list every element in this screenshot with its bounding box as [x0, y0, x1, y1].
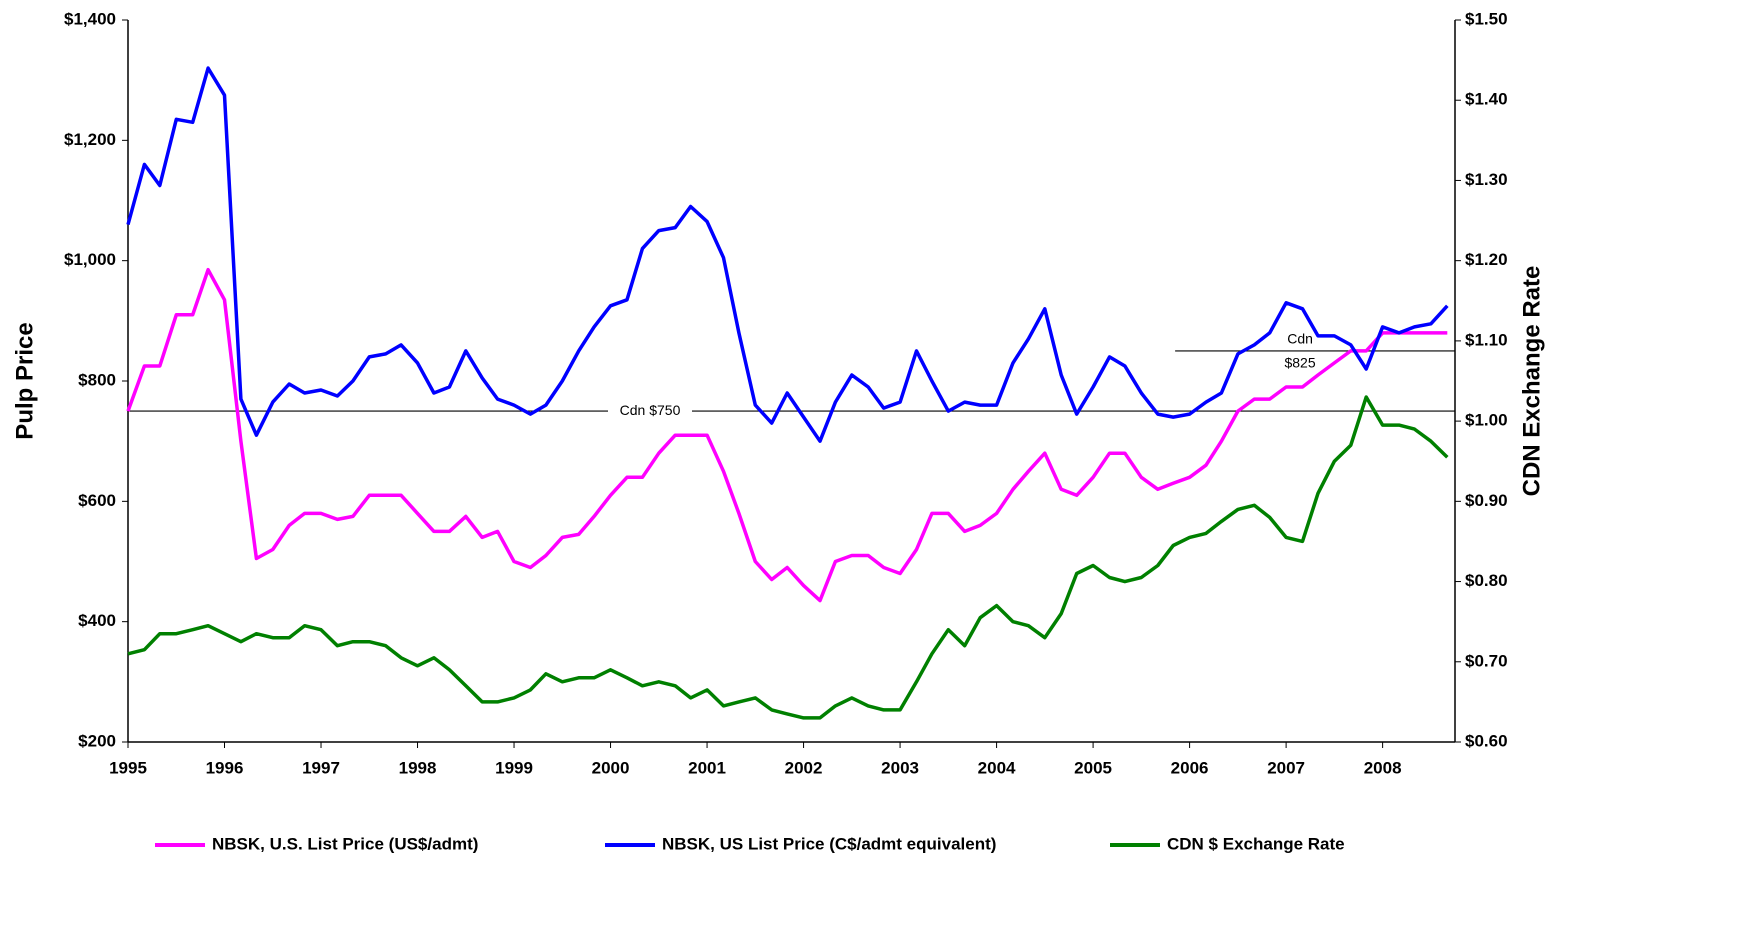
- y2-tick-label: $1.50: [1465, 9, 1508, 28]
- x-tick-label: 1997: [302, 758, 340, 777]
- y-tick-label: $400: [78, 611, 116, 630]
- x-tick-label: 2008: [1364, 758, 1402, 777]
- x-tick-label: 2007: [1267, 758, 1305, 777]
- y-tick-label: $1,400: [64, 9, 116, 28]
- x-tick-label: 2002: [785, 758, 823, 777]
- y2-tick-label: $0.80: [1465, 571, 1508, 590]
- x-tick-label: 1996: [206, 758, 244, 777]
- y2-tick-label: $1.40: [1465, 90, 1508, 109]
- x-tick-label: 1999: [495, 758, 533, 777]
- label-background: [608, 401, 692, 422]
- x-tick-label: 1995: [109, 758, 147, 777]
- y2-axis-title: CDN Exchange Rate: [1518, 266, 1545, 497]
- x-tick-label: 2003: [881, 758, 919, 777]
- y2-tick-label: $1.20: [1465, 250, 1508, 269]
- legend-label: NBSK, U.S. List Price (US$/admt): [212, 834, 478, 853]
- x-tick-label: 2005: [1074, 758, 1112, 777]
- y2-tick-label: $0.90: [1465, 491, 1508, 510]
- y2-tick-label: $1.30: [1465, 170, 1508, 189]
- y2-tick-label: $1.00: [1465, 411, 1508, 430]
- legend-label: CDN $ Exchange Rate: [1167, 834, 1345, 853]
- y2-tick-label: $0.60: [1465, 731, 1508, 750]
- y-tick-label: $1,200: [64, 130, 116, 149]
- y-tick-label: $200: [78, 731, 116, 750]
- y2-tick-label: $1.10: [1465, 330, 1508, 349]
- y-tick-label: $600: [78, 491, 116, 510]
- x-tick-label: 2000: [592, 758, 630, 777]
- x-tick-label: 2001: [688, 758, 726, 777]
- series-line: [127, 395, 1449, 720]
- x-tick-label: 1998: [399, 758, 437, 777]
- reference-label: $825: [1284, 355, 1315, 371]
- x-tick-label: 2004: [978, 758, 1016, 777]
- legend-label: NBSK, US List Price (C$/admt equivalent): [662, 834, 996, 853]
- y-tick-label: $800: [78, 370, 116, 389]
- y-axis-title: Pulp Price: [11, 322, 38, 439]
- y-tick-label: $1,000: [64, 250, 116, 269]
- series-line: [126, 267, 1448, 603]
- x-tick-label: 2006: [1171, 758, 1209, 777]
- reference-label: Cdn: [1287, 331, 1313, 347]
- reference-label: Cdn $750: [620, 402, 681, 418]
- y2-tick-label: $0.70: [1465, 651, 1508, 670]
- series-line: [126, 66, 1449, 443]
